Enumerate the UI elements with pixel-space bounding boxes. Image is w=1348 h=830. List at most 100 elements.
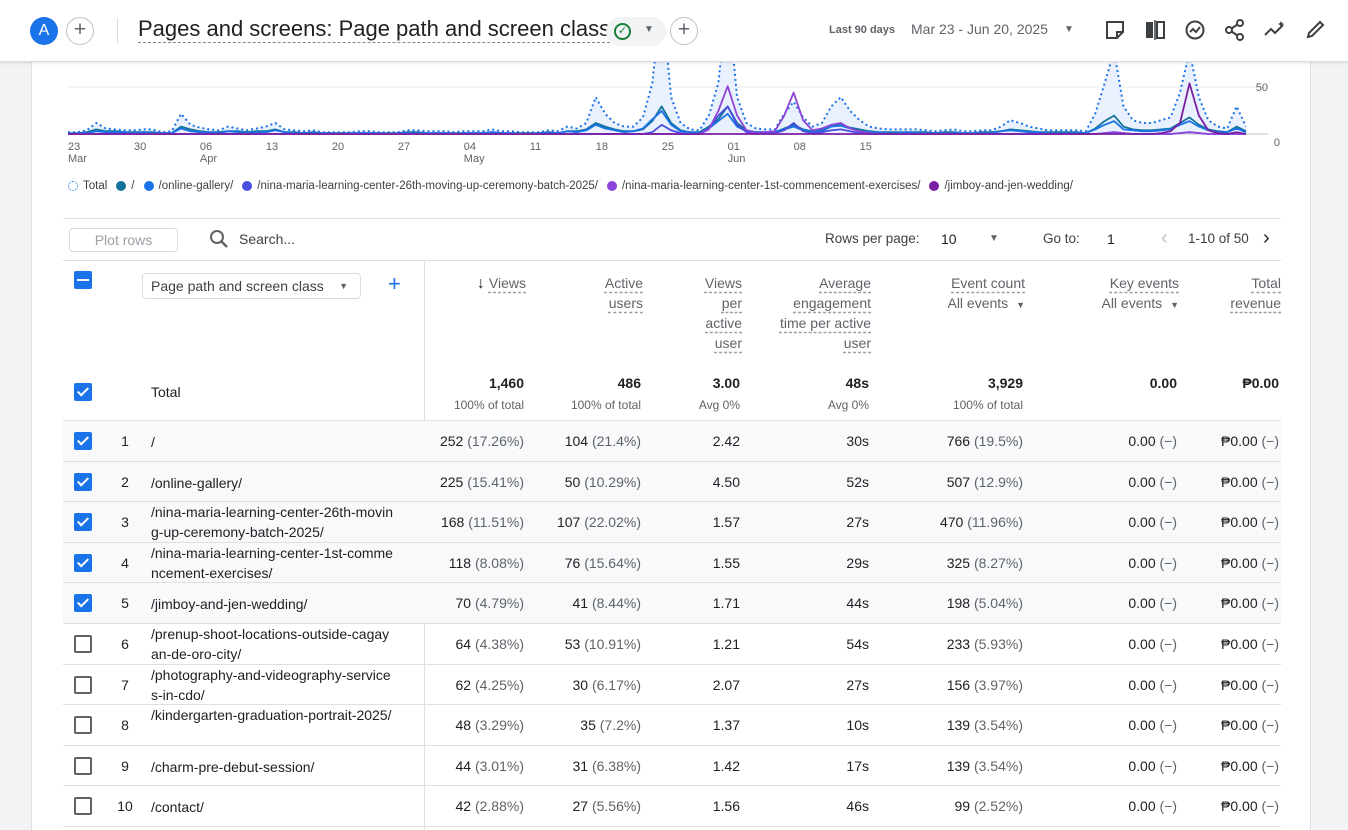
legend-item[interactable]: /jimboy-and-jen-wedding/: [929, 180, 1073, 192]
table-row[interactable]: 8/kindergarten-graduation-portrait-2025/…: [63, 705, 1281, 746]
annotation-icon[interactable]: [1101, 16, 1129, 44]
x-tick-month-label: May: [464, 153, 485, 165]
column-header-event-count[interactable]: Event count All events ▼: [905, 273, 1025, 315]
column-header-active-users[interactable]: Active users: [604, 275, 643, 311]
key-event-filter-select[interactable]: All events ▼: [1101, 295, 1179, 311]
row-checkbox[interactable]: [74, 553, 92, 572]
active-users-cell: 53 (10.91%): [564, 635, 641, 652]
chevron-right-icon[interactable]: ›: [1263, 227, 1270, 249]
x-tick-label: 15: [860, 141, 872, 153]
table-row[interactable]: 10/contact/42 (2.88%) 27 (5.56%) 1.56 46s 99…: [63, 786, 1281, 827]
date-range-picker[interactable]: Mar 23 - Jun 20, 2025: [911, 21, 1048, 37]
views-per-user-cell: 1.71: [712, 595, 740, 612]
goto-page-input[interactable]: 1: [1107, 231, 1115, 247]
column-header-views[interactable]: ↓ Views: [476, 275, 526, 292]
page-path-link[interactable]: /contact/: [151, 799, 204, 816]
series-area-total: [68, 62, 1246, 134]
report-title[interactable]: Pages and screens: Page path and screen …: [138, 16, 611, 43]
row-checkbox[interactable]: [74, 472, 92, 491]
views-per-user-cell: 1.57: [712, 514, 740, 531]
row-checkbox[interactable]: [74, 432, 92, 450]
add-comparison-button[interactable]: +: [66, 17, 94, 45]
table-row[interactable]: 7/photography-and-videography-services-i…: [63, 665, 1281, 706]
table-row[interactable]: 6/prenup-shoot-locations-outside-cagayan…: [63, 624, 1281, 665]
event-count-cell: 99 (2.52%): [954, 798, 1024, 815]
views-cell: 64 (4.38%): [455, 635, 525, 652]
row-checkbox[interactable]: [74, 716, 92, 735]
page-path-link[interactable]: /photography-and-videography-services-in…: [151, 666, 391, 703]
table-row[interactable]: 9/charm-pre-debut-session/44 (3.01%) 31 (…: [63, 746, 1281, 787]
total-subtext: 100% of total: [453, 398, 524, 412]
row-checkbox[interactable]: [74, 675, 92, 694]
legend-item[interactable]: /: [116, 180, 135, 192]
event-filter-select[interactable]: All events ▼: [947, 295, 1025, 311]
column-header-key-events[interactable]: Key events All events ▼: [1059, 273, 1179, 315]
x-tick-label: 01: [728, 141, 740, 153]
rows-per-page-select[interactable]: 10: [941, 231, 957, 247]
edit-pencil-icon[interactable]: [1301, 16, 1329, 44]
legend-item[interactable]: /nina-maria-learning-center-26th-moving-…: [242, 180, 598, 192]
table-row[interactable]: 2/online-gallery/225 (15.41%) 50 (10.29%)…: [63, 461, 1281, 503]
views-per-user-cell: 1.37: [712, 717, 740, 734]
legend-item[interactable]: /online-gallery/: [143, 180, 233, 192]
caret-down-icon[interactable]: ▼: [989, 233, 999, 244]
row-checkbox[interactable]: [74, 756, 92, 775]
sparkline-icon[interactable]: [1261, 16, 1289, 44]
table-row[interactable]: 3/nina-maria-learning-center-26th-moving…: [63, 502, 1281, 543]
total-label: Total: [151, 384, 181, 400]
add-filter-button[interactable]: +: [670, 17, 698, 45]
row-checkbox[interactable]: [74, 797, 92, 816]
chevron-left-icon[interactable]: ‹: [1161, 227, 1168, 249]
y-tick-label: 50: [1256, 82, 1268, 94]
key-events-cell: 0.00 (−): [1128, 473, 1177, 490]
legend-label: /nina-maria-learning-center-1st-commence…: [621, 180, 921, 192]
page-path-link[interactable]: /nina-maria-learning-center-26th-moving-…: [151, 504, 393, 541]
report-status-dropdown[interactable]: ✓ ▼: [606, 17, 666, 46]
page-path-link[interactable]: /: [151, 434, 155, 450]
x-tick-label: 08: [794, 141, 806, 153]
column-header-views-per-user[interactable]: Views per active user: [704, 275, 742, 351]
row-checkbox[interactable]: [74, 513, 92, 532]
event-count-cell: 139 (3.54%): [946, 717, 1023, 734]
event-count-cell: 139 (3.54%): [946, 757, 1023, 774]
share-icon[interactable]: [1221, 16, 1249, 44]
plot-rows-button[interactable]: Plot rows: [69, 228, 178, 252]
page-path-link[interactable]: /nina-maria-learning-center-1st-commence…: [151, 544, 393, 581]
row-number: 1: [121, 433, 129, 449]
x-tick-label: 18: [596, 141, 608, 153]
page-path-link[interactable]: /online-gallery/: [151, 474, 243, 491]
column-header-total-revenue[interactable]: Total revenue: [1230, 275, 1281, 311]
table-header: Page path and screen class ▼ + ↓ Views Ac…: [63, 261, 1281, 421]
row-checkbox[interactable]: [74, 634, 92, 653]
table-row[interactable]: 4/nina-maria-learning-center-1st-commenc…: [63, 542, 1281, 584]
page-path-link[interactable]: /jimboy-and-jen-wedding/: [151, 596, 308, 613]
table-row[interactable]: 1 / 252 (17.26%) 104 (21.4%) 2.42 30s 766 (19.…: [63, 421, 1281, 462]
table-row[interactable]: 5/jimboy-and-jen-wedding/70 (4.79%) 41 (8…: [63, 583, 1281, 624]
total-value: 3,929: [987, 375, 1023, 391]
compare-icon[interactable]: [1141, 16, 1169, 44]
total-row-checkbox[interactable]: [74, 383, 92, 401]
series-line[interactable]: [68, 82, 1247, 135]
active-users-cell: 41 (8.44%): [572, 595, 642, 612]
row-number: 2: [121, 473, 129, 490]
select-all-checkbox[interactable]: [74, 271, 92, 289]
legend-item[interactable]: Total: [68, 180, 107, 192]
page-path-link[interactable]: /prenup-shoot-locations-outside-cagayan-…: [151, 625, 390, 662]
active-users-cell: 35 (7.2%): [580, 717, 641, 734]
total-value: 0.00: [1149, 375, 1177, 391]
page-path-link[interactable]: /charm-pre-debut-session/: [151, 758, 315, 775]
row-checkbox[interactable]: [74, 594, 92, 613]
page-path-link[interactable]: /kindergarten-graduation-portrait-2025/: [151, 707, 392, 724]
x-tick-label: 25: [662, 141, 674, 153]
account-avatar[interactable]: A: [30, 17, 58, 45]
search-input[interactable]: [239, 231, 439, 247]
legend-item[interactable]: /nina-maria-learning-center-1st-commence…: [606, 180, 921, 192]
caret-down-icon[interactable]: ▼: [1064, 24, 1074, 35]
insights-icon[interactable]: [1181, 16, 1209, 44]
date-range-label[interactable]: Last 90 days: [829, 24, 896, 36]
column-header-engagement[interactable]: Average engagement time per active user: [779, 275, 871, 351]
legend-label: /jimboy-and-jen-wedding/: [944, 180, 1073, 192]
legend-label: /nina-maria-learning-center-26th-moving-…: [257, 180, 598, 192]
add-dimension-button[interactable]: +: [388, 271, 401, 296]
dimension-select[interactable]: Page path and screen class ▼: [142, 273, 361, 299]
